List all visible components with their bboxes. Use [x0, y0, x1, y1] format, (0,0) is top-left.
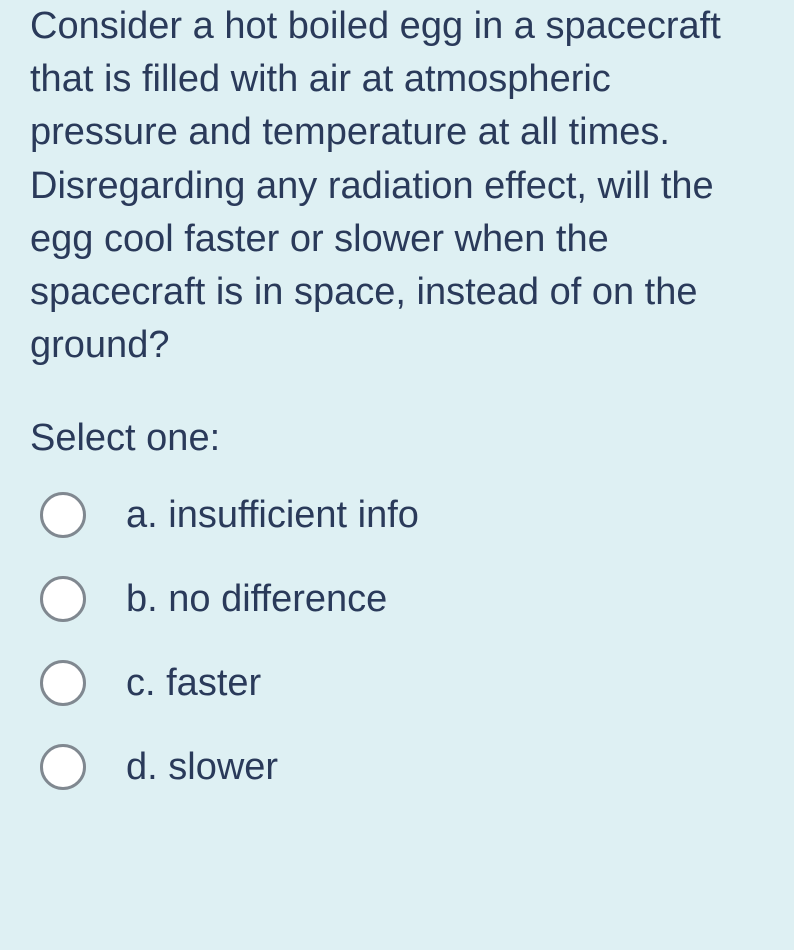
option-text: insufficient info	[168, 494, 419, 536]
radio-icon[interactable]	[40, 744, 86, 790]
option-letter: c.	[126, 662, 156, 704]
option-d[interactable]: d. slower	[30, 744, 764, 790]
option-text: slower	[168, 746, 278, 788]
option-label: d. slower	[126, 746, 278, 789]
option-letter: b.	[126, 578, 158, 620]
option-a[interactable]: a. insufficient info	[30, 492, 764, 538]
option-text: faster	[166, 662, 261, 704]
select-prompt: Select one:	[30, 417, 764, 460]
option-letter: a.	[126, 494, 158, 536]
option-label: c. faster	[126, 662, 261, 705]
radio-icon[interactable]	[40, 660, 86, 706]
radio-icon[interactable]	[40, 576, 86, 622]
question-text: Consider a hot boiled egg in a spacecraf…	[30, 0, 764, 372]
option-letter: d.	[126, 746, 158, 788]
option-label: b. no difference	[126, 578, 387, 621]
option-c[interactable]: c. faster	[30, 660, 764, 706]
option-text: no difference	[168, 578, 387, 620]
option-label: a. insufficient info	[126, 494, 419, 537]
radio-icon[interactable]	[40, 492, 86, 538]
option-b[interactable]: b. no difference	[30, 576, 764, 622]
options-list: a. insufficient info b. no difference c.…	[30, 492, 764, 790]
